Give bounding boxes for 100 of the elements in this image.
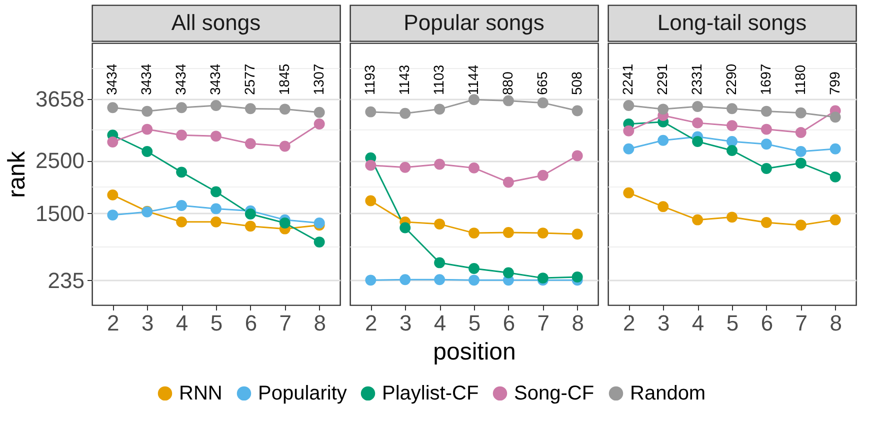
point <box>692 214 704 226</box>
point <box>830 143 841 154</box>
point <box>210 216 222 228</box>
annotation: 3434 <box>207 64 223 95</box>
x-tick-label: 3 <box>657 310 670 336</box>
point <box>726 212 738 223</box>
point <box>537 170 548 181</box>
annotation: 1697 <box>757 64 774 95</box>
legend-label: Song-CF <box>514 382 594 404</box>
point <box>572 105 583 116</box>
point <box>760 106 772 117</box>
point <box>502 176 514 188</box>
point <box>365 106 376 118</box>
point <box>314 118 325 130</box>
y-tick-label: 1500 <box>36 200 84 226</box>
x-tick-label: 8 <box>314 310 326 336</box>
point <box>795 158 806 169</box>
point <box>726 145 738 156</box>
x-tick-label: 4 <box>434 310 446 336</box>
point <box>279 218 290 228</box>
y-tick-label: 235 <box>48 268 84 293</box>
point <box>244 103 256 114</box>
x-tick-label: 7 <box>795 310 808 336</box>
point <box>400 222 411 234</box>
point <box>502 95 514 106</box>
annotation: 2290 <box>723 64 739 95</box>
x-tick-label: 6 <box>244 310 258 336</box>
chart-title: All songs <box>171 10 261 35</box>
point <box>176 130 188 141</box>
point <box>434 274 446 286</box>
point <box>468 162 480 174</box>
legend-label: Random <box>630 382 706 404</box>
point <box>537 228 548 239</box>
point <box>572 150 583 162</box>
point <box>244 138 256 150</box>
point <box>434 218 446 230</box>
point <box>210 130 222 142</box>
x-tick-label: 4 <box>692 310 704 336</box>
point <box>210 203 222 214</box>
annotation: 1103 <box>430 64 447 95</box>
point <box>142 146 153 157</box>
annotation: 2331 <box>688 64 705 95</box>
annotation: 1307 <box>310 64 326 95</box>
chart-title: Long-tail songs <box>657 10 807 35</box>
legend-label: Popularity <box>258 382 347 404</box>
annotation: 3434 <box>172 64 189 95</box>
annotation: 2241 <box>620 64 636 95</box>
point <box>760 124 772 135</box>
point <box>176 166 188 178</box>
point <box>279 140 290 152</box>
x-tick-label: 2 <box>365 310 378 336</box>
point <box>830 214 841 226</box>
point <box>434 158 446 170</box>
point <box>623 100 634 111</box>
point <box>468 94 480 106</box>
point <box>572 272 583 282</box>
point <box>400 108 411 119</box>
x-tick-label: 3 <box>399 310 412 336</box>
point <box>692 101 704 112</box>
point <box>210 100 222 111</box>
point <box>314 236 325 248</box>
x-tick-label: 7 <box>537 310 550 336</box>
point <box>760 217 772 228</box>
point <box>400 274 411 286</box>
point <box>176 102 188 114</box>
point <box>365 274 376 286</box>
x-tick-label: 6 <box>502 310 516 336</box>
y-tick-label: 2500 <box>36 148 84 174</box>
point <box>107 136 118 148</box>
point <box>795 146 806 157</box>
point <box>726 136 738 147</box>
point <box>107 189 118 200</box>
point <box>434 104 446 115</box>
y-axis-title: rank <box>4 150 31 198</box>
point <box>726 103 738 114</box>
point <box>142 106 153 117</box>
annotation: 1193 <box>362 64 378 95</box>
point <box>107 102 118 114</box>
point <box>692 136 704 147</box>
annotation: 2577 <box>241 64 258 95</box>
x-tick-label: 7 <box>279 310 292 336</box>
x-tick-label: 6 <box>760 310 774 336</box>
point <box>760 163 772 174</box>
x-tick-label: 5 <box>210 310 223 336</box>
point <box>244 220 256 232</box>
point <box>572 228 583 240</box>
point <box>314 218 325 228</box>
point <box>142 124 153 135</box>
point <box>692 117 704 128</box>
point <box>830 171 841 182</box>
chart-title: Popular songs <box>404 10 544 35</box>
annotation: 508 <box>568 71 584 95</box>
point <box>623 143 634 154</box>
x-tick-label: 8 <box>830 310 842 336</box>
point <box>623 187 634 198</box>
point <box>658 134 669 146</box>
point <box>468 228 480 239</box>
point <box>795 127 806 138</box>
x-tick-label: 5 <box>468 310 481 336</box>
point <box>365 160 376 171</box>
